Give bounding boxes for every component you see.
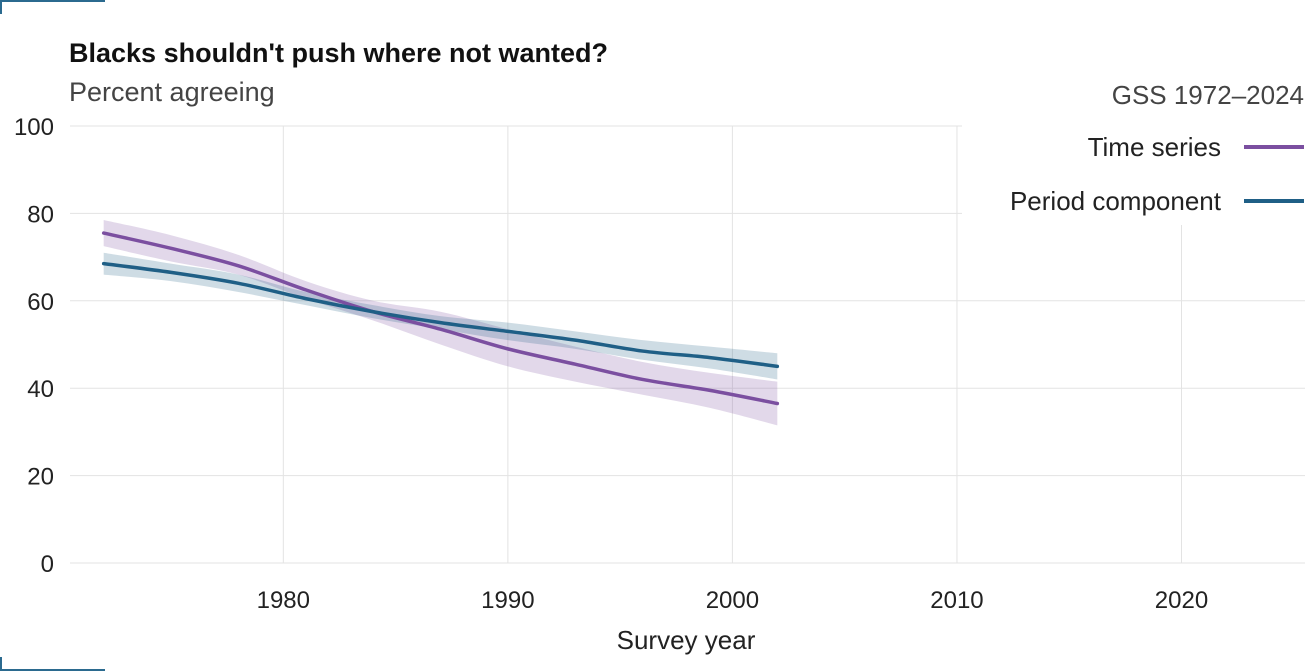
legend-title: GSS 1972–2024 (1112, 80, 1304, 110)
top-left-corner-mark (0, 0, 105, 14)
legend: GSS 1972–2024 Time series Period compone… (962, 70, 1305, 225)
y-tick-label-80: 80 (27, 201, 54, 228)
x-tick-label-2000: 2000 (706, 587, 759, 614)
x-tick-label-2010: 2010 (930, 587, 983, 614)
legend-label-time-series: Time series (1088, 132, 1221, 162)
y-axis-ticks: 0 20 40 60 80 100 (14, 114, 54, 578)
y-tick-label-40: 40 (27, 376, 54, 403)
y-tick-label-20: 20 (27, 464, 54, 491)
x-axis-title: Survey year (617, 625, 756, 655)
x-axis-ticks: 1980 1990 2000 2010 2020 (257, 587, 1209, 614)
bottom-left-corner-mark (0, 657, 105, 671)
series-line-period-component (101, 261, 780, 369)
y-tick-label-0: 0 (41, 551, 54, 578)
chart-title: Blacks shouldn't push where not wanted? (69, 38, 608, 68)
series-line-time-series (101, 231, 780, 406)
chart-subtitle: Percent agreeing (69, 77, 275, 107)
x-tick-label-2020: 2020 (1155, 587, 1208, 614)
confidence-band-period-component (103, 252, 778, 380)
x-tick-label-1980: 1980 (257, 587, 310, 614)
legend-label-period-component: Period component (1010, 186, 1222, 216)
series-lines (101, 231, 780, 406)
y-tick-label-60: 60 (27, 289, 54, 316)
x-tick-label-1990: 1990 (481, 587, 534, 614)
y-tick-label-100: 100 (14, 114, 54, 141)
